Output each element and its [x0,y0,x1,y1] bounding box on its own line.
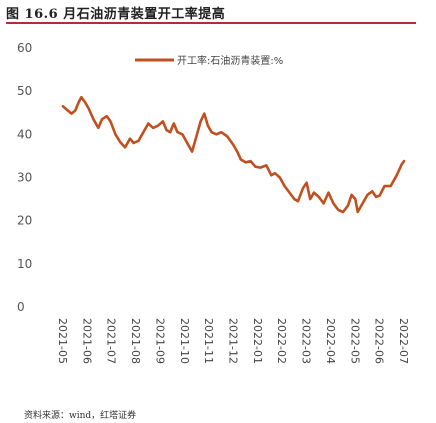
y-tick-label: 0 [17,300,25,314]
series-layer [61,95,406,214]
source-note: 资料来源：wind，红塔证券 [24,411,137,421]
x-tick-label: 2022-04 [324,318,337,364]
x-tick-label: 2022-05 [348,318,361,364]
x-tick-label: 2022-06 [373,318,386,364]
x-tick-label: 2022-03 [300,318,313,364]
x-tick-label: 2021-05 [56,318,69,364]
y-tick-label: 60 [17,41,32,55]
x-tick-label: 2022-01 [251,318,264,364]
x-tick-label: 2021-09 [153,318,166,364]
x-tick-label: 2021-10 [178,318,191,364]
legend-label: 开工率:石油沥青装置:% [177,54,283,67]
x-tick-label: 2021-12 [227,318,240,364]
y-tick-label: 50 [17,84,32,98]
y-axis: 0 10 20 30 40 50 60 [17,41,32,314]
figure-title: 图 16.6 月石油沥青装置开工率提高 [6,7,226,22]
x-tick-label: 2022-07 [397,318,410,364]
legend: 开工率:石油沥青装置:% [135,54,283,67]
x-tick-label: 2021-08 [129,318,142,364]
x-tick-label: 2021-06 [80,318,93,364]
x-axis: 2021-05 2021-06 2021-07 2021-08 2021-09 2021-… [56,318,410,364]
y-tick-label: 10 [17,257,32,271]
x-tick-label: 2021-07 [105,318,118,364]
x-tick-label: 2022-02 [275,318,288,364]
y-tick-label: 40 [17,127,32,141]
x-tick-label: 2021-11 [202,318,215,364]
y-tick-label: 30 [17,171,32,185]
series-line [61,95,406,214]
title-divider [6,22,416,24]
y-tick-label: 20 [17,214,32,228]
